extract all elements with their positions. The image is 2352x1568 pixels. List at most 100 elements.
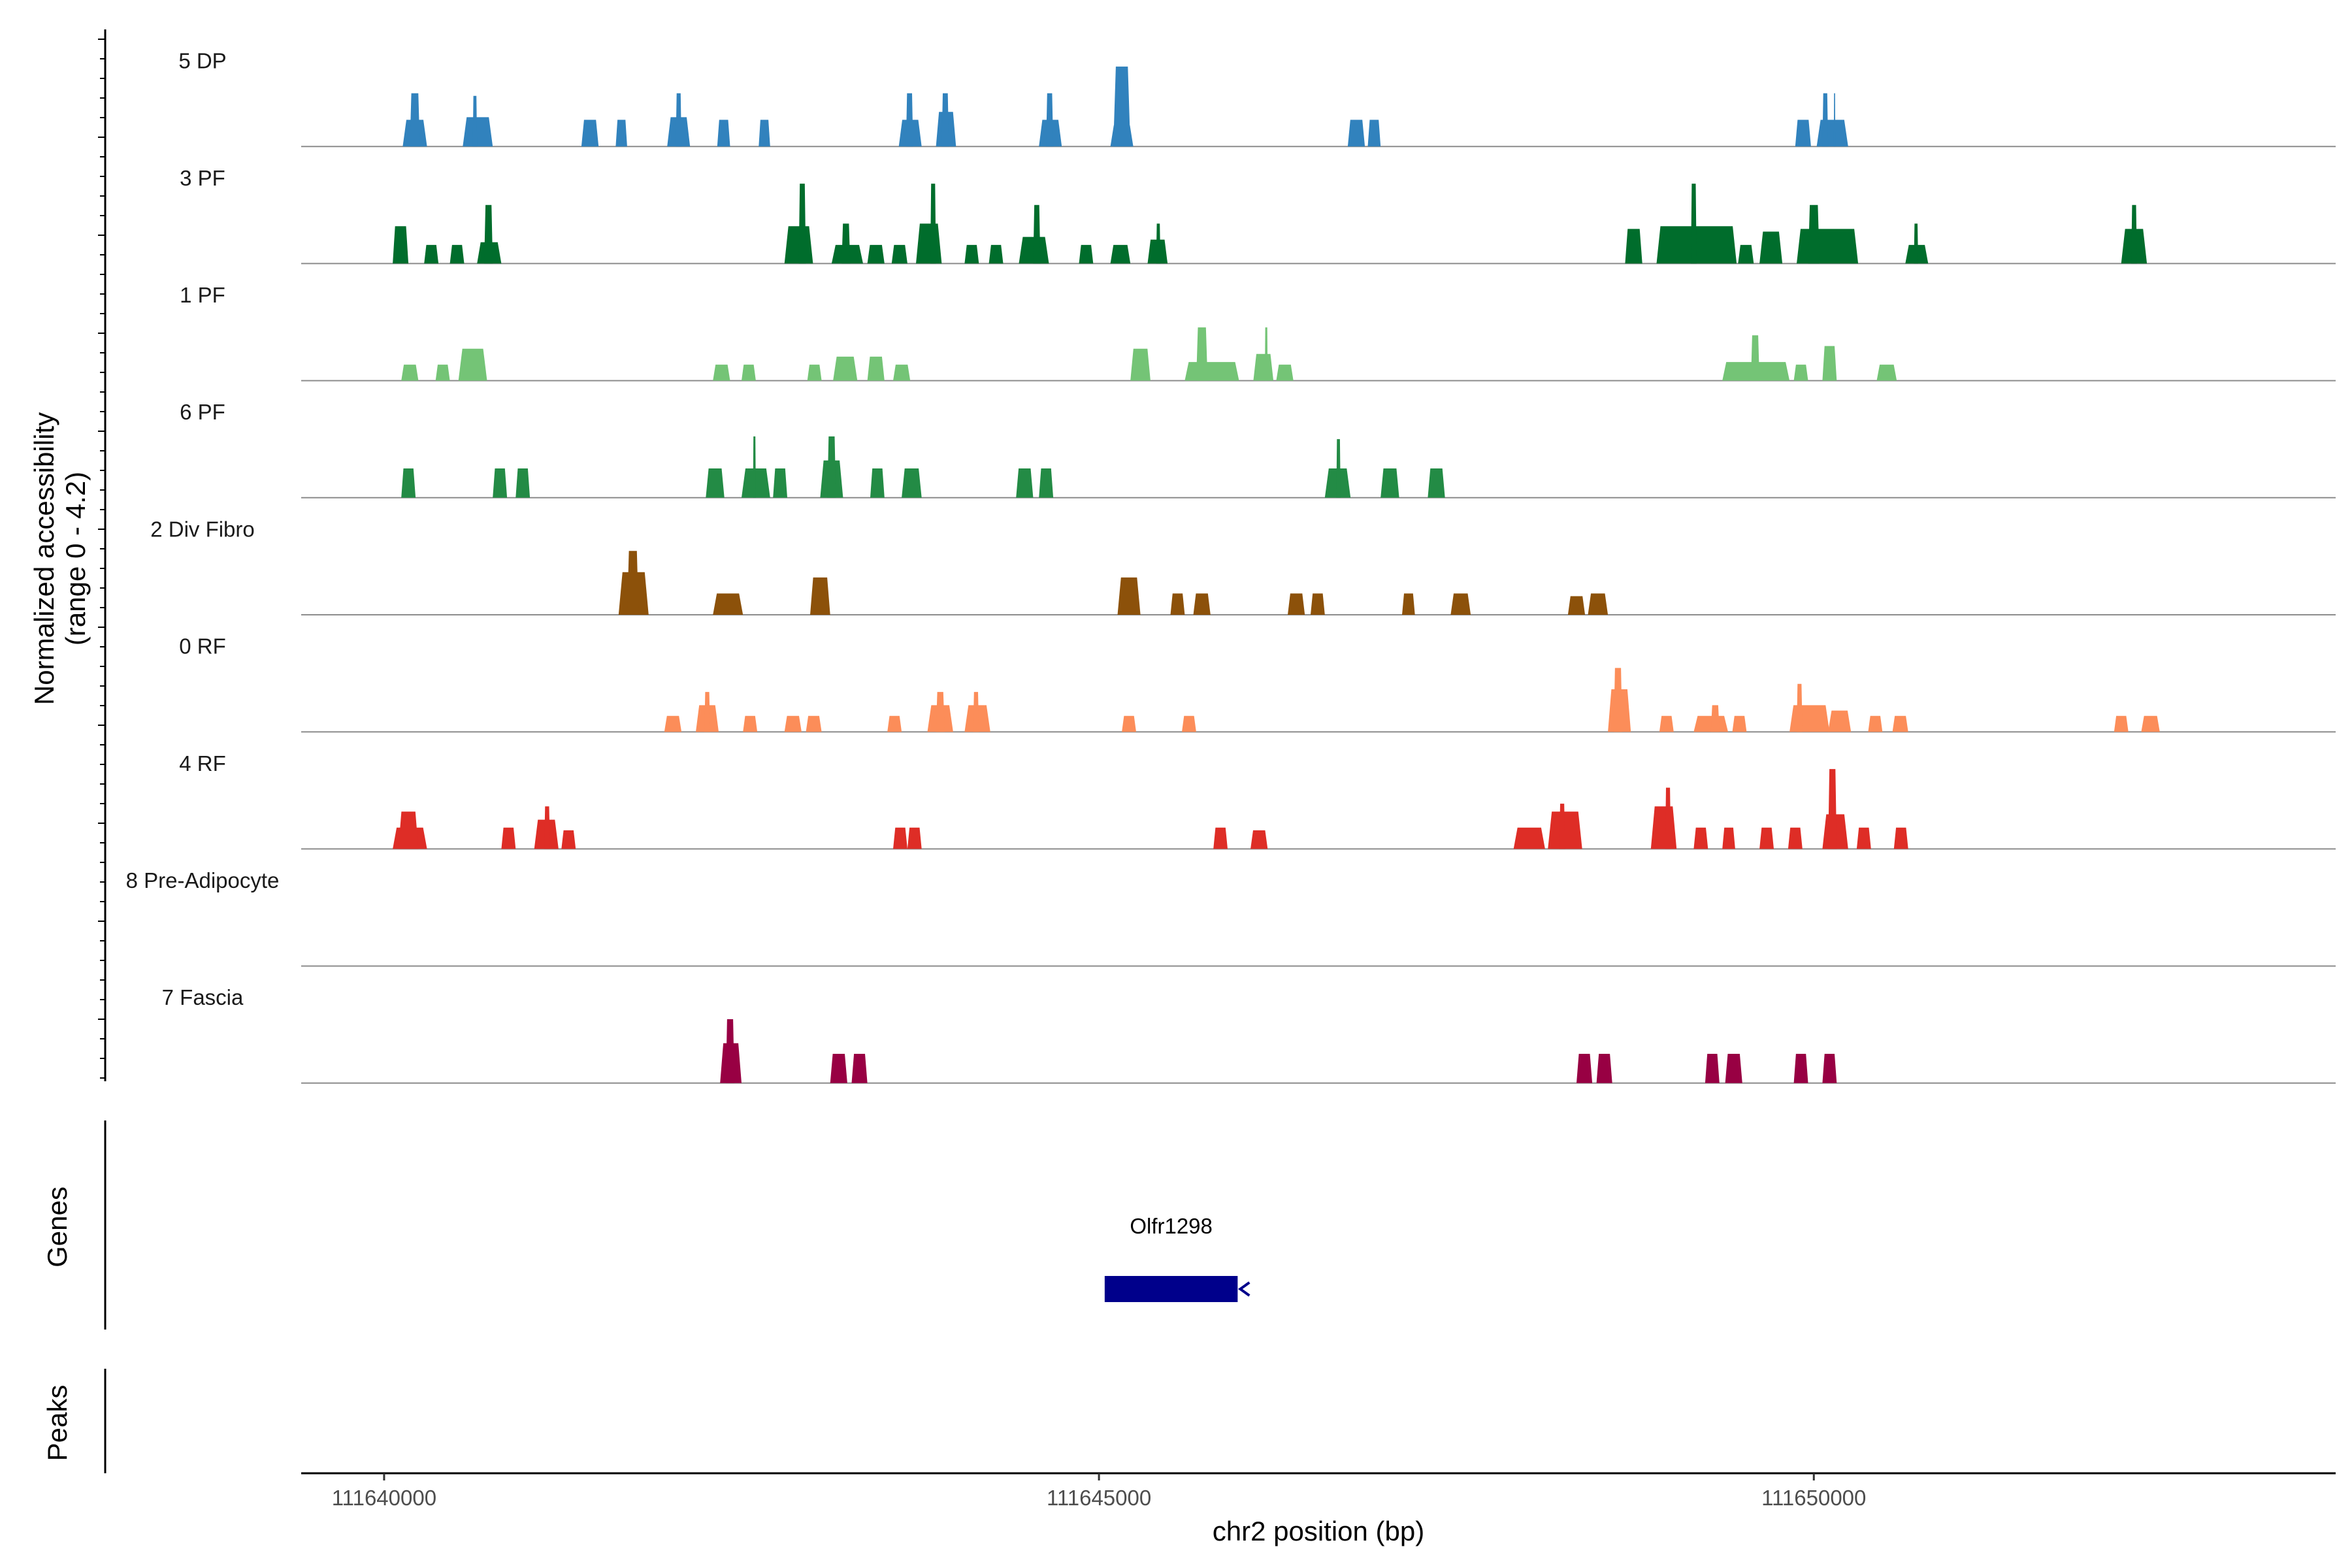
coverage-peak (964, 244, 979, 264)
coverage-peak (581, 120, 599, 147)
coverage-peak (2141, 715, 2160, 732)
coverage-peak (1196, 327, 1208, 381)
track-9: 7 Fascia (162, 985, 2336, 1084)
track-label: 7 Fascia (162, 985, 244, 1009)
coverage-peak (784, 226, 813, 264)
coverage-peak (561, 830, 576, 849)
coverage-peak (1797, 683, 1803, 732)
track-label: 0 RF (179, 634, 226, 659)
track-label: 5 DP (178, 49, 226, 73)
coverage-peak (1122, 715, 1136, 732)
coverage-peak (1110, 244, 1131, 264)
coverage-peak (1213, 827, 1228, 849)
track-5: 2 Div Fibro (150, 517, 2336, 615)
coverage-peak (893, 827, 907, 849)
coverage-peak (484, 204, 493, 264)
coverage-peak (907, 827, 922, 849)
coverage-peak (1367, 120, 1381, 147)
coverage-peak (851, 1054, 868, 1083)
coverage-peak (398, 811, 419, 849)
coverage-peak (493, 468, 508, 498)
coverage-peak (916, 223, 942, 264)
coverage-peak (1759, 231, 1783, 264)
coverage-peak (1264, 327, 1268, 381)
coverage-peak (1722, 827, 1735, 849)
coverage-peak (410, 93, 420, 147)
coverage-peak (1613, 668, 1622, 732)
coverage-peak (1789, 705, 1830, 732)
coverage-peak (810, 577, 830, 615)
coverage-peak (501, 827, 516, 849)
coverage-peak (742, 468, 770, 498)
coverage-peak (713, 365, 730, 381)
coverage-peak (807, 365, 822, 381)
coverage-peak (1868, 715, 1883, 732)
coverage-peak (449, 244, 465, 264)
coverage-peak (2131, 204, 2137, 264)
coverage-peak (1650, 806, 1677, 849)
coverage-peak (1113, 66, 1131, 147)
coverage-peak (1892, 715, 1908, 732)
coverage-peak (870, 468, 885, 498)
coverage-peak (544, 806, 550, 849)
coverage-peak (1725, 1054, 1742, 1083)
coverage-peak (1288, 593, 1305, 615)
coverage-peak (515, 468, 531, 498)
gene-annotation-track: Olfr1298 (1104, 1214, 1250, 1302)
coverage-peak (798, 184, 806, 264)
coverage-peak (930, 184, 936, 264)
coverage-peak (1856, 827, 1871, 849)
track-8: 8 Pre-Adipocyte (126, 868, 2336, 967)
coverage-peak (1795, 120, 1811, 147)
coverage-peak (717, 120, 730, 147)
coverage-peak (1513, 827, 1545, 849)
coverage-peak (827, 436, 836, 498)
coverage-peak (424, 244, 439, 264)
coverage-peak (1079, 244, 1094, 264)
coverage-peak (1914, 223, 1918, 264)
coverage-peak (1033, 204, 1041, 264)
track-label: 4 RF (179, 751, 226, 776)
coverage-peak (1659, 715, 1674, 732)
coverage-peak (1816, 120, 1848, 147)
coverage-peak (1822, 346, 1837, 381)
coverage-peak (941, 93, 949, 147)
coverage-tracks: 5 DP 3 PF 1 PF 6 PF 2 Div Fibro 0 RF 4 RF 8 Pre… (126, 49, 2336, 1084)
coverage-peak (1759, 827, 1774, 849)
coverage-peak (1738, 244, 1754, 264)
peaks-panel-title: Peaks (42, 1385, 73, 1462)
left-axes (98, 29, 106, 1473)
coverage-peak (841, 223, 851, 264)
coverage-peak (1347, 120, 1365, 147)
coverage-peak (393, 226, 409, 264)
coverage-peak (759, 120, 770, 147)
coverage-peak (1311, 593, 1325, 615)
coverage-peak (1117, 577, 1141, 615)
coverage-peak (2114, 715, 2129, 732)
coverage-peak (1797, 229, 1859, 264)
coverage-peak (1656, 226, 1737, 264)
x-tick-label: 111645000 (1047, 1486, 1151, 1510)
coverage-peak (713, 593, 743, 615)
coverage-peak (773, 468, 787, 498)
coverage-peak (887, 715, 902, 732)
coverage-peak (1567, 596, 1586, 615)
coverage-peak (401, 365, 419, 381)
coverage-peak (1793, 1054, 1808, 1083)
track-1: 5 DP (178, 49, 2336, 148)
coverage-peak (1039, 468, 1054, 498)
coverage-peak (1380, 468, 1399, 498)
coverage-peak (706, 468, 725, 498)
coverage-peak (1788, 827, 1803, 849)
coverage-peak (463, 117, 493, 147)
y-axis-title-line2: (range 0 - 4.2) (60, 472, 91, 645)
track-6: 0 RF (179, 634, 2336, 733)
coverage-peak (1016, 468, 1034, 498)
x-tick-label: 111650000 (1761, 1486, 1866, 1510)
coverage-peak (615, 120, 627, 147)
coverage-peak (664, 715, 682, 732)
coverage-peak (1833, 93, 1836, 147)
coverage-peak (1625, 229, 1642, 264)
coverage-peak (627, 551, 639, 615)
